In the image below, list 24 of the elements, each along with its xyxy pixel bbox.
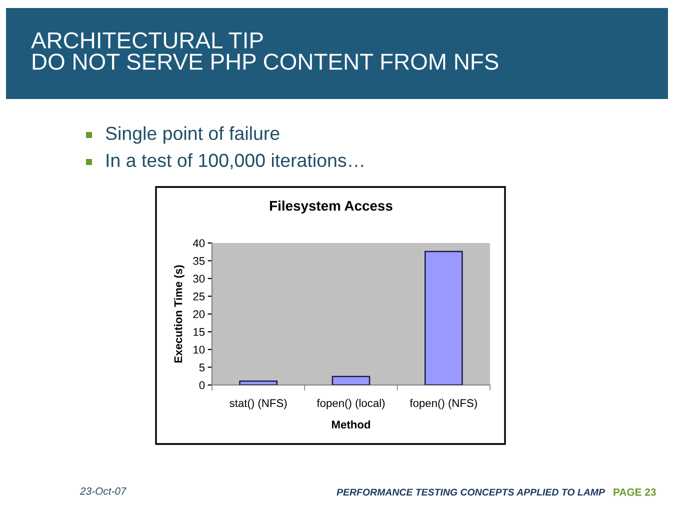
text: PAGE 23 (614, 488, 656, 496)
y-tick-label: 10 (194, 346, 205, 354)
text: In a test of 100,000 iterations… (106, 153, 364, 170)
y-tick-label: 30 (193, 274, 205, 283)
text: Single point of failure (106, 126, 280, 144)
text: 23-Oct-07 (80, 487, 127, 495)
y-axis-title: Execution Time (s) (174, 265, 184, 363)
y-tick-label: 0 (199, 381, 205, 390)
bar (332, 376, 370, 385)
bar (239, 380, 278, 385)
bar (424, 250, 463, 385)
x-axis-title: Method (332, 420, 370, 429)
text: PERFORMANCE TESTING CONCEPTS APPLIED TO LAMP (336, 488, 606, 496)
text: ARCHITECTURAL TIP DO NOT SERVE PHP CONTENT FROM NFS (31, 32, 498, 70)
y-tick-label: 25 (193, 292, 205, 300)
x-tick-label: fopen() (local) (316, 398, 385, 410)
x-tick-label: fopen() (NFS) (410, 398, 477, 410)
x-tick-label: stat() (NFS) (230, 398, 287, 410)
y-tick-label: 40 (192, 239, 205, 248)
y-tick-label: 5 (199, 364, 205, 372)
chart-title: Filesystem Access (270, 200, 392, 214)
y-tick-label: 15 (194, 328, 205, 336)
y-tick-label: 20 (193, 310, 205, 318)
y-tick-label: 35 (193, 257, 205, 265)
